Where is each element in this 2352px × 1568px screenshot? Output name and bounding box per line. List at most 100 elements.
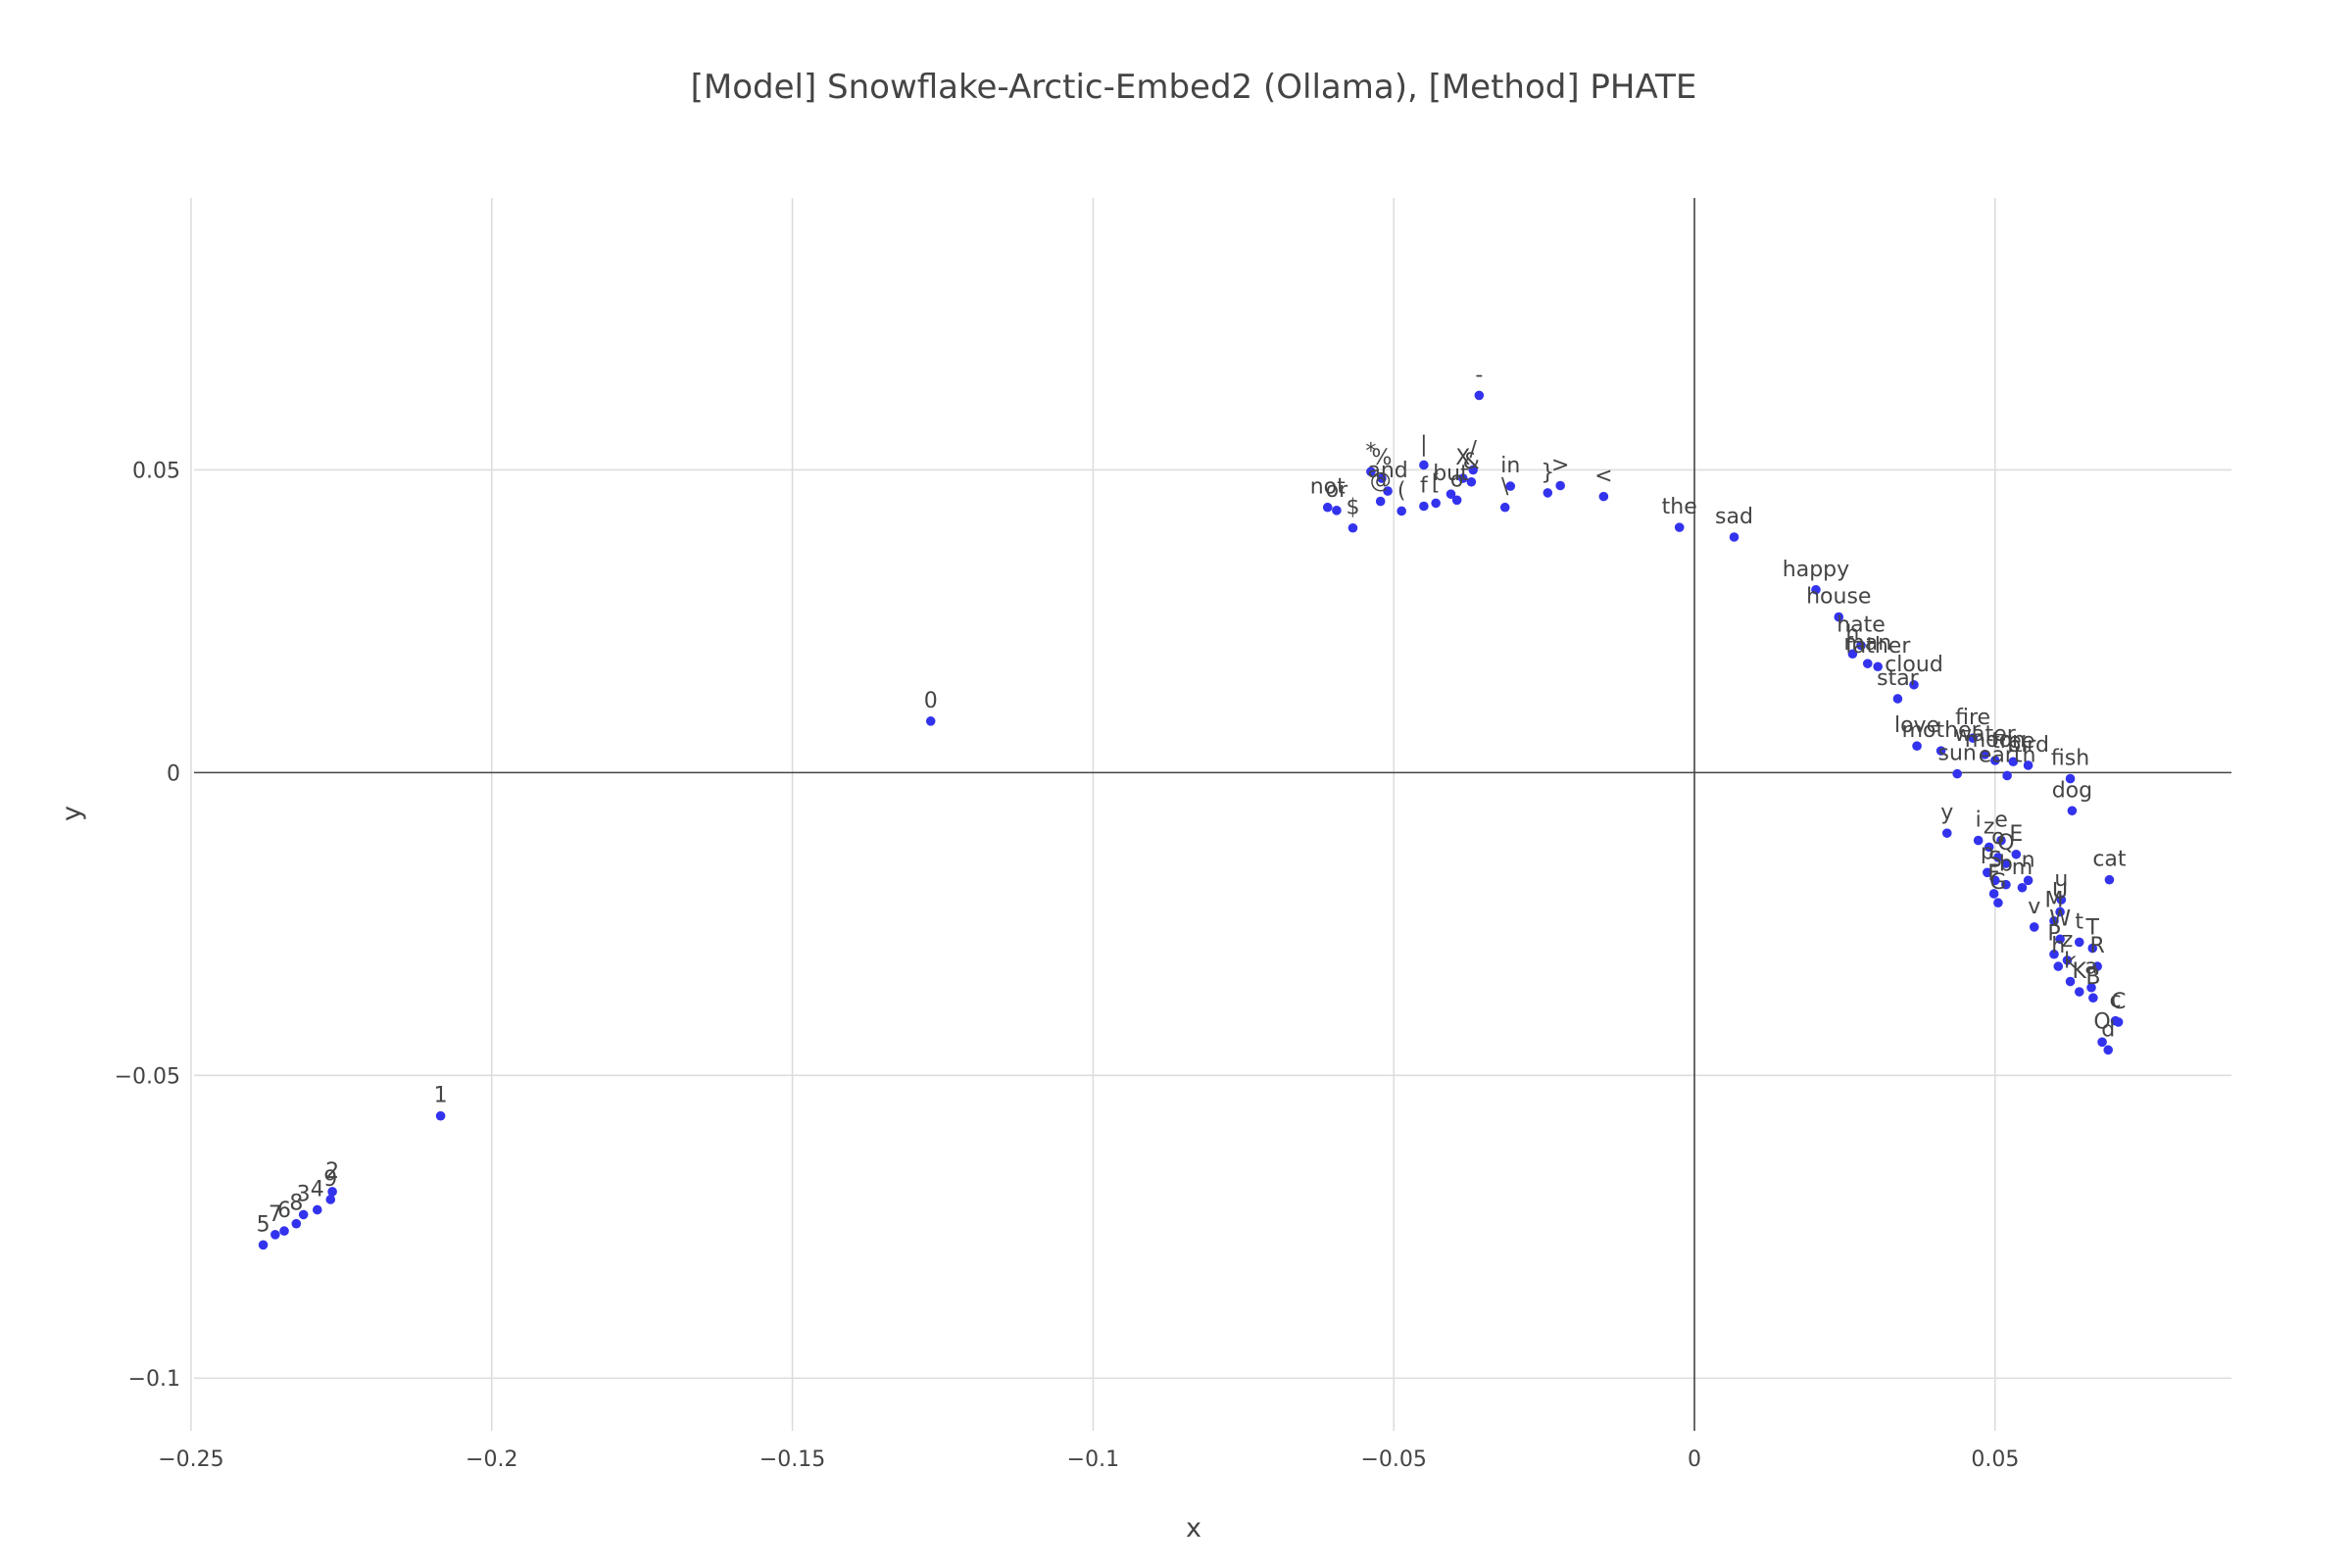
point-label: - <box>1475 363 1483 387</box>
data-point <box>1968 733 1978 743</box>
point-label: z <box>1984 814 1995 839</box>
point-label: > <box>1551 453 1569 477</box>
point-label: in <box>1500 454 1520 478</box>
data-point <box>1984 842 1994 853</box>
point-label: v <box>2028 895 2040 919</box>
point-label: man <box>1843 631 1891 656</box>
data-point <box>1996 835 2006 846</box>
point-label: dog <box>2052 778 2092 803</box>
data-point <box>1909 679 1919 690</box>
data-point <box>2074 937 2084 948</box>
data-point <box>1419 501 1429 512</box>
y-tick-label: 0.05 <box>132 459 180 483</box>
point-label: cloud <box>1885 653 1943 677</box>
data-point <box>1973 835 1984 846</box>
point-label: or <box>1326 478 1348 503</box>
point-label: 3 <box>297 1182 311 1206</box>
point-label: * <box>1365 439 1376 464</box>
data-point <box>2104 874 2115 885</box>
data-point <box>2049 949 2059 959</box>
point-label: U <box>2052 879 2068 904</box>
data-point <box>270 1230 280 1240</box>
data-point <box>1834 612 1844 622</box>
data-point <box>1377 473 1387 483</box>
point-label: 6 <box>277 1199 291 1223</box>
point-label: tree <box>1991 729 2034 754</box>
data-point <box>2087 943 2098 954</box>
data-point <box>327 1187 337 1197</box>
data-point <box>1892 694 1903 704</box>
point-label: [ <box>1432 470 1441 495</box>
grid-layer <box>190 198 2231 1431</box>
point-label: K <box>2073 959 2087 984</box>
data-point <box>2055 906 2065 917</box>
data-point <box>2023 760 2034 770</box>
point-label: P <box>2047 922 2060 947</box>
point-label: b <box>1999 853 2013 877</box>
point-label: h <box>2051 934 2065 958</box>
point-label: t <box>2075 909 2083 934</box>
point-label: < <box>1594 465 1612 489</box>
point-label: 9 <box>323 1167 337 1192</box>
zero-lines <box>194 198 2231 1431</box>
point-label: c <box>2110 989 2122 1013</box>
point-label: u <box>2054 867 2068 892</box>
point-label: 0 <box>924 689 938 713</box>
point-label: C <box>2111 990 2126 1014</box>
data-point <box>298 1209 309 1220</box>
point-label: not <box>1310 475 1346 500</box>
data-point <box>2067 806 2078 816</box>
point-label: % <box>1371 446 1392 470</box>
data-point <box>1396 506 1406 516</box>
point-label: R <box>2090 934 2105 958</box>
data-point <box>2002 770 2012 781</box>
data-points <box>258 390 2124 1250</box>
data-point <box>1332 506 1342 515</box>
data-point <box>1505 481 1516 491</box>
point-label: G <box>1989 870 2006 895</box>
data-point <box>1499 502 1510 513</box>
data-point <box>2088 993 2098 1004</box>
point-label: & <box>1463 450 1480 474</box>
point-label: sun <box>1938 742 1977 766</box>
data-point <box>1468 465 1479 475</box>
point-label: Q <box>1997 831 2014 856</box>
data-point <box>1375 496 1386 507</box>
data-point <box>435 1110 446 1121</box>
point-label: fish <box>2051 747 2089 771</box>
data-point <box>258 1240 269 1250</box>
data-point <box>1990 875 2000 886</box>
data-point <box>2023 875 2034 886</box>
data-point <box>1983 867 1992 878</box>
y-tick-label: −0.1 <box>128 1367 180 1392</box>
point-label: / <box>1469 437 1477 462</box>
point-label: the <box>1662 495 1697 519</box>
data-point <box>2056 895 2067 905</box>
data-point <box>1474 390 1485 401</box>
point-label: W <box>2049 906 2071 931</box>
data-point <box>1674 522 1685 532</box>
data-point <box>325 1195 336 1204</box>
point-label: water <box>1954 722 2017 747</box>
data-point <box>1912 741 1922 751</box>
data-point <box>2074 987 2084 997</box>
x-axis-title: x <box>1186 1513 1201 1544</box>
point-label: sad <box>1715 505 1753 529</box>
data-point <box>1555 480 1565 491</box>
data-point <box>1598 491 1609 502</box>
data-point <box>1811 584 1821 595</box>
data-point <box>2029 922 2039 932</box>
point-label: father <box>1845 634 1911 659</box>
point-label: n <box>2022 848 2035 872</box>
data-point <box>2055 934 2065 945</box>
point-label: } <box>1541 461 1554 485</box>
data-point <box>2001 858 2011 868</box>
data-point <box>1873 662 1883 672</box>
point-label: @ <box>1370 469 1392 494</box>
data-point <box>1419 460 1429 470</box>
point-label: m <box>2012 856 2033 880</box>
data-point <box>291 1218 302 1229</box>
data-point <box>2103 1045 2114 1055</box>
data-point <box>279 1226 289 1236</box>
